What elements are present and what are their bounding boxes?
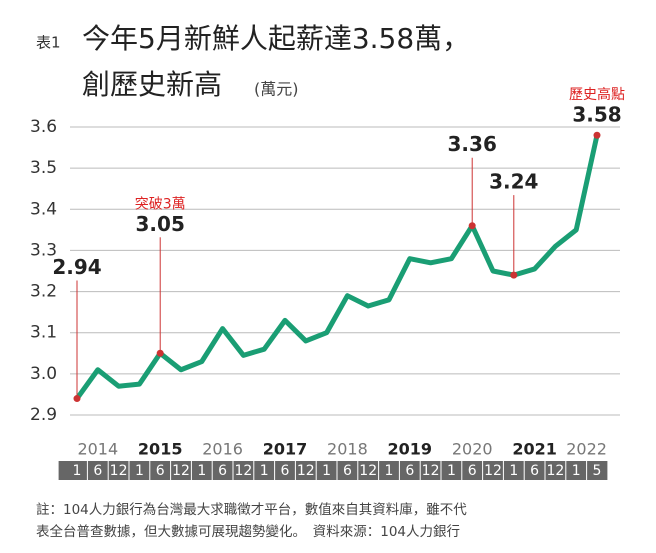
annotation: 歷史高點 [569, 86, 625, 103]
x-tick-label: 12 [484, 463, 502, 479]
chart-title-line2: 創歷史新高 [82, 68, 222, 101]
x-tick-label: 6 [281, 463, 290, 479]
year-label: 2018 [327, 440, 368, 459]
y-tick-label: 3.2 [30, 282, 57, 302]
y-tick-label: 3.0 [30, 364, 57, 384]
highlight-point [468, 222, 476, 230]
highlight-point [73, 395, 81, 403]
x-tick-label: 6 [405, 463, 414, 479]
year-label: 2017 [263, 440, 308, 459]
chart-title: 今年5月新鮮人起薪達3.58萬， [82, 22, 470, 55]
x-tick-label: 1 [447, 463, 456, 479]
x-tick-label: 5 [593, 463, 602, 479]
year-label: 2014 [77, 440, 118, 459]
highlight-point [510, 271, 518, 279]
x-tick-label: 1 [197, 463, 206, 479]
x-tick-label: 1 [73, 463, 82, 479]
year-label: 2020 [452, 440, 493, 459]
x-tick-label: 6 [218, 463, 227, 479]
value-label: 2.94 [52, 255, 101, 279]
x-tick-label: 1 [260, 463, 269, 479]
x-tick-label: 12 [297, 463, 315, 479]
note: 表全台普查數據，但大數據可展現趨勢變化。 資料來源：104人力銀行 [36, 523, 460, 540]
x-tick-label: 6 [530, 463, 539, 479]
x-tick-label: 6 [156, 463, 165, 479]
annotation: 突破3萬 [135, 196, 186, 212]
value-label: 3.24 [489, 170, 538, 194]
x-tick-label: 1 [385, 463, 394, 479]
table-number: 表1 [36, 34, 61, 52]
unit-label: (萬元) [254, 80, 299, 99]
y-tick-label: 2.9 [30, 405, 57, 425]
x-tick-label: 12 [546, 463, 564, 479]
year-label: 2021 [512, 440, 557, 459]
year-label: 2016 [202, 440, 243, 459]
value-label: 3.36 [448, 132, 497, 156]
y-tick-label: 3.1 [30, 323, 57, 343]
y-tick-label: 3.5 [30, 158, 57, 178]
x-tick-label: 1 [509, 463, 518, 479]
y-tick-label: 3.4 [30, 199, 57, 219]
year-label: 2019 [388, 440, 433, 459]
x-tick-label: 6 [93, 463, 102, 479]
highlight-point [156, 349, 164, 357]
value-label: 3.05 [136, 212, 185, 236]
value-label: 3.58 [572, 103, 621, 127]
year-label: 2015 [138, 440, 183, 459]
x-tick-label: 12 [234, 463, 252, 479]
x-tick-label: 6 [468, 463, 477, 479]
x-tick-label: 1 [322, 463, 331, 479]
line [74, 132, 600, 402]
x-tick-label: 12 [359, 463, 377, 479]
note: 註：104人力銀行為台灣最大求職徵才平台，數值來自其資料庫，雖不代 [36, 502, 467, 518]
year-label: 2022 [566, 440, 607, 459]
x-tick-label: 6 [343, 463, 352, 479]
x-tick-label: 12 [110, 463, 128, 479]
y-tick-label: 3.6 [30, 117, 57, 137]
x-tick-label: 12 [422, 463, 440, 479]
y-tick-label: 3.3 [30, 240, 57, 260]
highlight-point [593, 131, 601, 139]
x-tick-label: 1 [572, 463, 581, 479]
x-tick-label: 12 [172, 463, 190, 479]
month-bar [58, 461, 608, 480]
x-tick-label: 1 [135, 463, 144, 479]
